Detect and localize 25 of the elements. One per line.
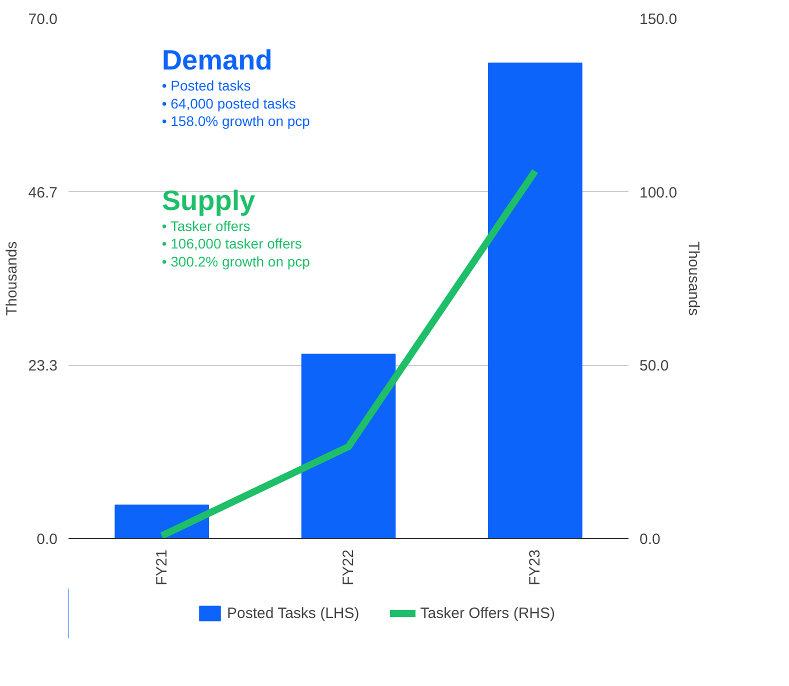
y2-tick-label: 150.0 bbox=[640, 11, 678, 28]
annotation: Supply bbox=[162, 185, 256, 216]
y-axis-title: Thousands bbox=[3, 241, 20, 316]
y-tick-label: 70.0 bbox=[28, 11, 58, 28]
annotation: • 64,000 posted tasks bbox=[162, 95, 296, 112]
annotation: • 158.0% growth on pcp bbox=[162, 112, 310, 129]
annotation: Demand bbox=[162, 44, 272, 76]
legend-label: Tasker Offers (RHS) bbox=[420, 604, 556, 622]
y2-tick-label: 0.0 bbox=[640, 531, 660, 548]
annotation: • Posted tasks bbox=[162, 78, 251, 94]
y-tick-label: 46.7 bbox=[28, 184, 58, 202]
bar bbox=[488, 62, 582, 538]
bar bbox=[301, 354, 396, 538]
x-tick-label: FY23 bbox=[526, 549, 544, 586]
annotation: • Tasker offers bbox=[162, 218, 250, 234]
y-tick-label: 23.3 bbox=[28, 358, 58, 375]
y2-tick-label: 100.0 bbox=[640, 184, 678, 202]
x-tick-label: FY21 bbox=[153, 549, 170, 586]
annotation: • 106,000 tasker offers bbox=[162, 236, 302, 252]
y2-tick-label: 50.0 bbox=[640, 358, 669, 375]
x-tick-label: FY22 bbox=[340, 549, 357, 586]
y-tick-label: 0.0 bbox=[36, 531, 58, 548]
annotation: • 300.2% growth on pcp bbox=[162, 253, 310, 270]
y2-axis-title: Thousands bbox=[685, 241, 702, 316]
legend-label: Posted Tasks (LHS) bbox=[226, 604, 360, 622]
